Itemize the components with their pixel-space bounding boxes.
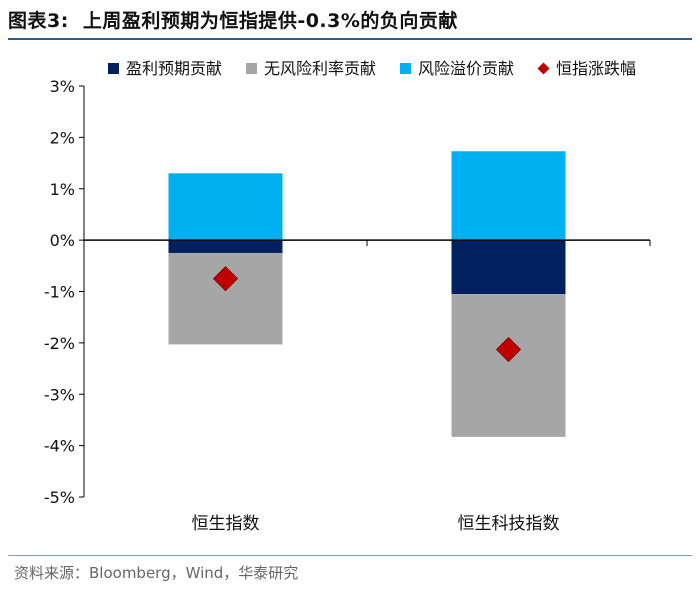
y-tick-label: 3%	[50, 77, 75, 96]
y-tick-label: 1%	[50, 180, 75, 199]
bar-segment-1-1	[168, 240, 283, 253]
bar-segment-1-3	[168, 173, 283, 241]
legend-label-2: 无风险利率贡献	[264, 59, 376, 78]
markers-layer	[212, 266, 522, 363]
bars-layer	[168, 151, 566, 437]
index-change-marker-2	[495, 336, 522, 363]
source-rule	[8, 555, 692, 556]
y-tick-label: -5%	[44, 488, 75, 507]
category-label: 恒生科技指数	[458, 514, 560, 534]
legend: 盈利预期贡献 无风险利率贡献 风险溢价贡献 恒指涨跌幅	[108, 59, 636, 78]
legend-label-4: 恒指涨跌幅	[556, 59, 636, 78]
title-rule	[8, 38, 692, 40]
legend-label-1: 盈利预期贡献	[126, 59, 222, 78]
figure-number: 图表3:	[8, 10, 69, 32]
legend-swatch-4	[537, 62, 550, 75]
bar-segment-2-1	[451, 240, 566, 295]
y-tick-label: 0%	[50, 231, 75, 250]
figure-title: 图表3: 上周盈利预期为恒指提供-0.3%的负向贡献	[8, 6, 458, 33]
index-change-marker-1	[212, 266, 239, 292]
bar-segment-2-3	[451, 151, 566, 241]
legend-swatch-1	[108, 63, 119, 74]
legend-label-3: 风险溢价贡献	[418, 59, 514, 78]
y-tick-label: -4%	[44, 437, 75, 456]
bar-segment-2-2	[451, 294, 566, 437]
source-note: 资料来源：Bloomberg，Wind，华泰研究	[14, 564, 299, 582]
stacked-bar-chart: 盈利预期贡献 无风险利率贡献 风险溢价贡献 恒指涨跌幅 3% 2% 1% 0% -1% -2% -…	[44, 59, 651, 534]
figure-title-text: 上周盈利预期为恒指提供-0.3%的负向贡献	[82, 10, 458, 32]
legend-swatch-3	[400, 63, 411, 74]
legend-swatch-2	[246, 63, 257, 74]
y-tick-label: -3%	[44, 385, 75, 404]
axes-layer: 3% 2% 1% 0% -1% -2% -3% -4% -5% 恒生指数 恒生科技指数	[44, 77, 651, 534]
y-tick-label: -1%	[44, 283, 75, 302]
category-label: 恒生指数	[192, 514, 260, 534]
y-tick-label: -2%	[44, 334, 75, 353]
y-tick-label: 2%	[50, 128, 75, 147]
